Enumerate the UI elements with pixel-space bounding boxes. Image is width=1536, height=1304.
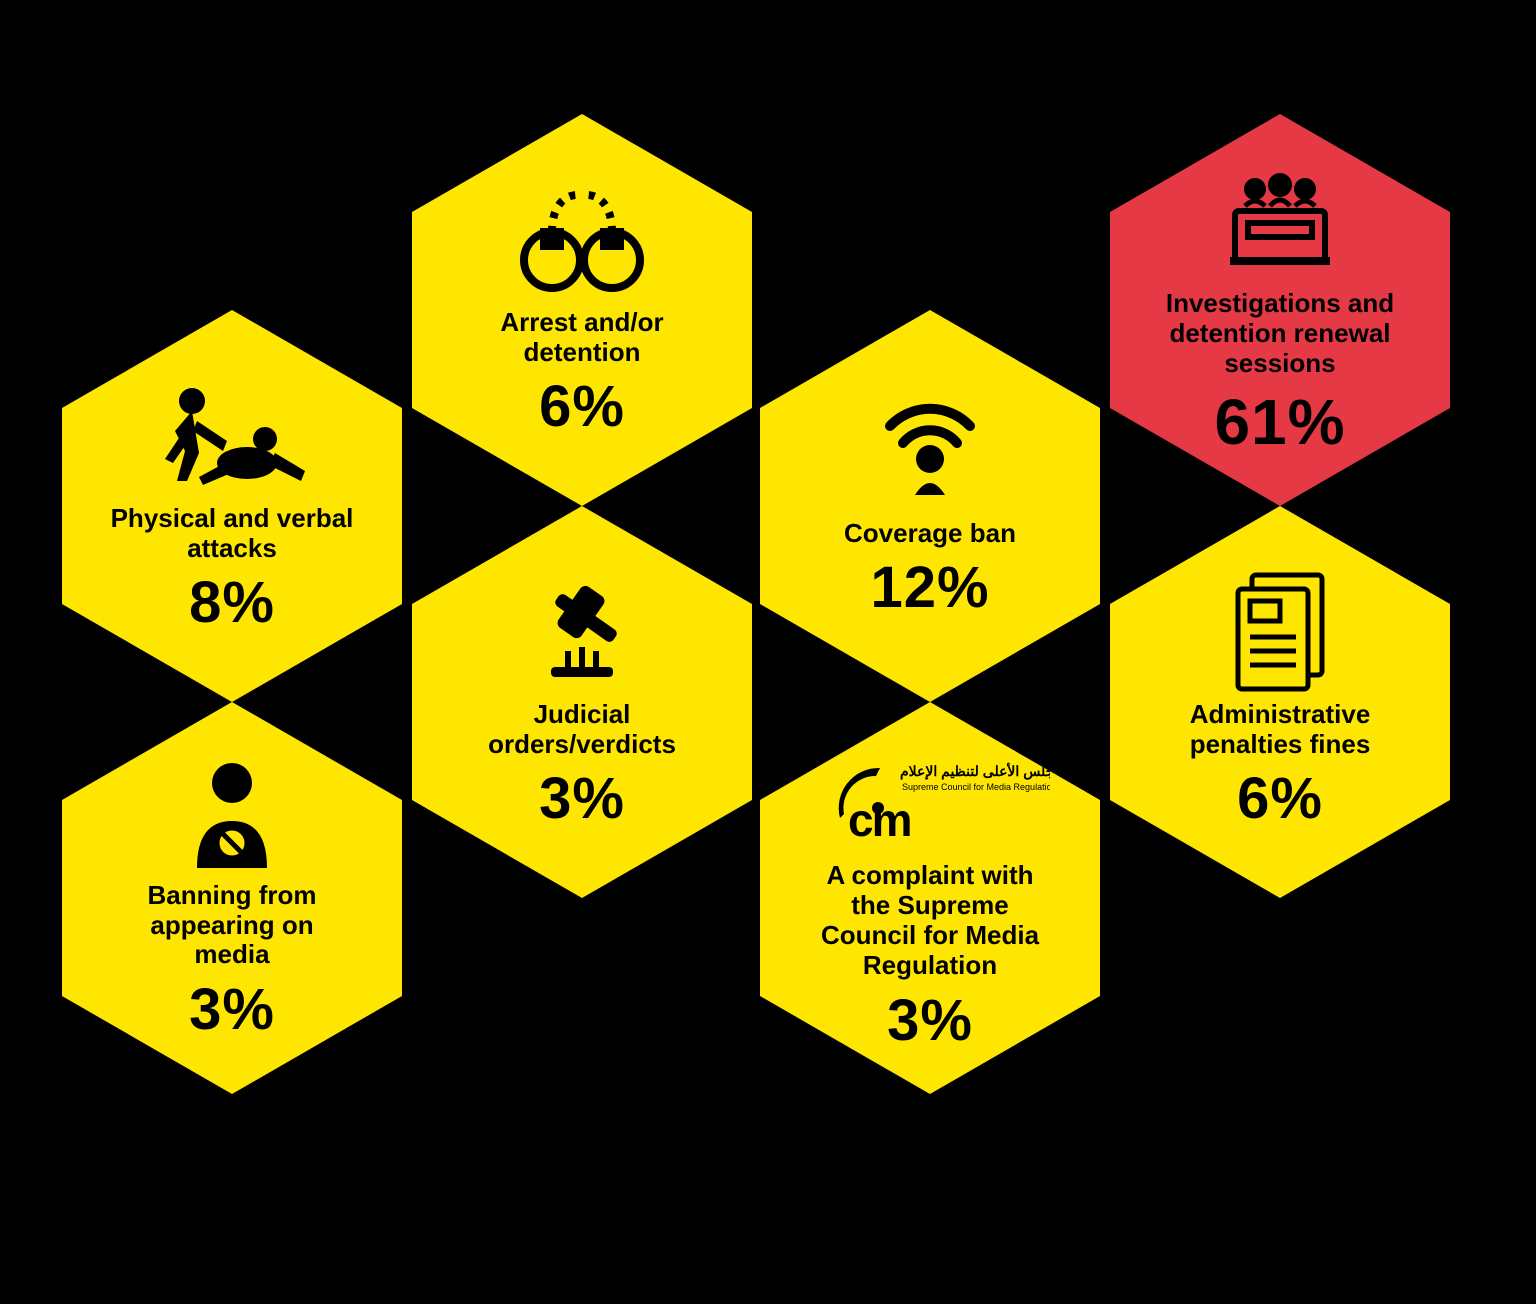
hex-label: Physical and verbal attacks	[92, 504, 372, 564]
hex-pct: 12%	[870, 554, 989, 621]
hex-pct: 3%	[887, 987, 973, 1054]
hex-judicial: Judicial orders/verdicts 3%	[412, 506, 752, 898]
hex-pct: 6%	[1237, 765, 1323, 832]
svg-text:cm: cm	[848, 794, 911, 846]
hex-label: Coverage ban	[826, 519, 1034, 549]
hex-label: Administrative penalties fines	[1140, 700, 1420, 760]
hex-label: Banning from appearing on media	[92, 881, 372, 971]
broadcast-icon	[790, 391, 1070, 511]
svg-text:Supreme Council for Media Regu: Supreme Council for Media Regulation	[902, 782, 1050, 792]
hex-admin: Administrative penalties fines 6%	[1110, 506, 1450, 898]
scm-logo-icon: المجلس الأعلى لتنظيم الإعلام Supreme Cou…	[790, 742, 1070, 853]
svg-text:المجلس الأعلى لتنظيم الإعلام: المجلس الأعلى لتنظيم الإعلام	[900, 762, 1050, 781]
hex-label: Judicial orders/verdicts	[442, 700, 722, 760]
hex-pct: 3%	[539, 765, 625, 832]
document-icon	[1140, 572, 1420, 692]
handcuffs-icon	[442, 180, 722, 300]
hex-label: Arrest and/or detention	[442, 308, 722, 368]
person-ban-icon	[92, 753, 372, 873]
gavel-icon	[442, 572, 722, 692]
court-icon	[1140, 161, 1420, 281]
fight-icon	[92, 376, 372, 496]
hex-label: Investigations and detention renewal ses…	[1140, 289, 1420, 379]
hex-coverage: Coverage ban 12%	[760, 310, 1100, 702]
infographic-canvas: Arrest and/or detention 6% Investigation…	[0, 0, 1536, 1304]
hex-investigations: Investigations and detention renewal ses…	[1110, 114, 1450, 506]
hex-pct: 61%	[1214, 385, 1345, 459]
hex-pct: 8%	[189, 569, 275, 636]
hex-arrest: Arrest and/or detention 6%	[412, 114, 752, 506]
hex-label: A complaint with the Supreme Council for…	[790, 861, 1070, 981]
hex-pct: 6%	[539, 373, 625, 440]
hex-complaint: المجلس الأعلى لتنظيم الإعلام Supreme Cou…	[760, 702, 1100, 1094]
hex-mediaban: Banning from appearing on media 3%	[62, 702, 402, 1094]
hex-attacks: Physical and verbal attacks 8%	[62, 310, 402, 702]
hex-pct: 3%	[189, 976, 275, 1043]
